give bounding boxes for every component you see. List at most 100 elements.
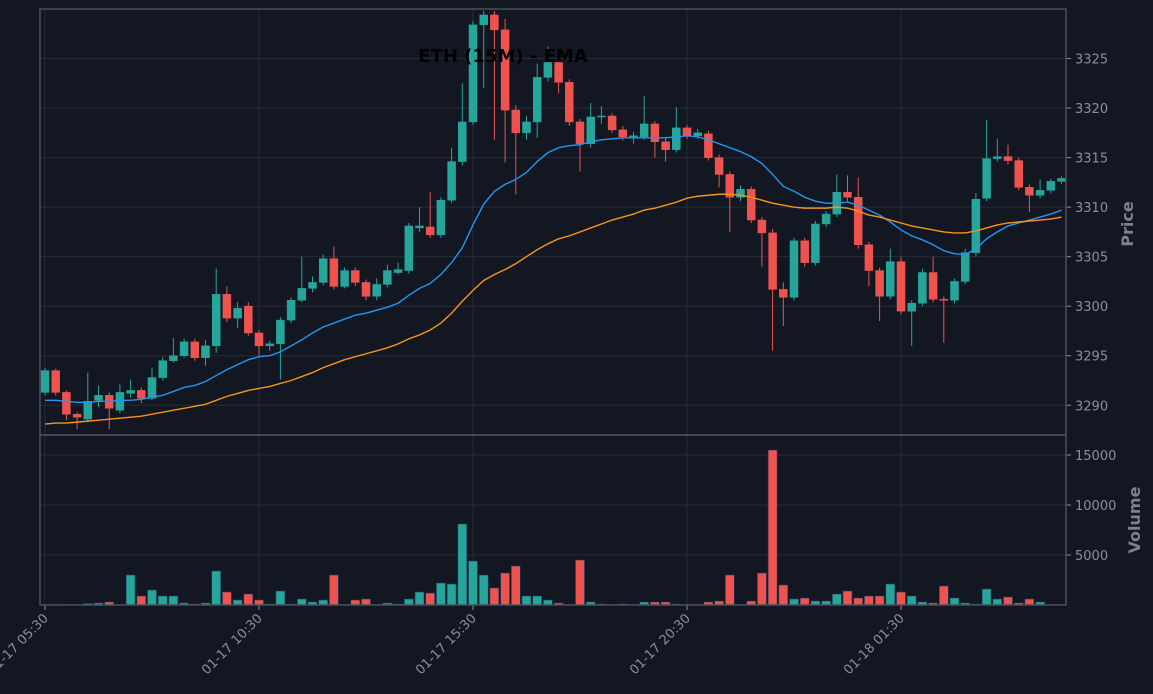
candle-body bbox=[72, 413, 82, 418]
candle-body bbox=[875, 270, 884, 297]
y-tick-label: 3290 bbox=[1075, 399, 1108, 414]
candle-body bbox=[179, 341, 189, 356]
candle-body bbox=[811, 223, 820, 263]
candle-body bbox=[575, 121, 585, 144]
volume-bar bbox=[864, 595, 874, 606]
chart-title: ETH (15M) - EMA bbox=[418, 46, 588, 67]
candle-body bbox=[1003, 156, 1013, 161]
candle-body bbox=[318, 258, 328, 283]
candle-body bbox=[62, 392, 71, 415]
candle-body bbox=[415, 225, 424, 229]
volume-bar bbox=[436, 582, 446, 606]
volume-bar bbox=[168, 595, 179, 606]
candle-body bbox=[650, 123, 660, 143]
volume-bar bbox=[468, 560, 478, 606]
candle-body bbox=[896, 261, 906, 312]
volume-bar bbox=[125, 574, 136, 606]
volume-bar bbox=[243, 593, 254, 606]
marks bbox=[40, 10, 1067, 606]
candle-body bbox=[211, 294, 221, 347]
volume-axis-label: Volume bbox=[1125, 486, 1144, 553]
candle-body bbox=[864, 244, 874, 271]
candle-body bbox=[821, 213, 831, 225]
candle-body bbox=[843, 192, 852, 198]
volume-bar bbox=[575, 559, 585, 606]
candle-body bbox=[1014, 160, 1023, 188]
candle-body bbox=[361, 282, 371, 297]
volume-bar bbox=[222, 591, 232, 606]
candle-body bbox=[126, 390, 135, 394]
candle-body bbox=[907, 302, 916, 312]
candle-body bbox=[800, 240, 809, 263]
candle-body bbox=[607, 115, 617, 131]
candle-body bbox=[565, 82, 574, 123]
candle-body bbox=[40, 370, 50, 393]
candle-body bbox=[158, 360, 167, 378]
candle-body bbox=[693, 132, 702, 137]
candle-body bbox=[115, 392, 125, 411]
volume-bar bbox=[992, 598, 1003, 606]
candle-body bbox=[704, 133, 713, 158]
volume-bar bbox=[361, 598, 371, 606]
volume-bar bbox=[757, 572, 767, 606]
candle-body bbox=[971, 198, 981, 253]
volume-bar bbox=[724, 574, 735, 606]
candle-body bbox=[436, 199, 446, 236]
candle-body bbox=[789, 240, 799, 298]
volume-tick-label: 5000 bbox=[1075, 549, 1108, 564]
candle-body bbox=[757, 219, 767, 234]
candle-body bbox=[661, 141, 670, 150]
candle-body bbox=[447, 161, 456, 201]
volume-bar bbox=[842, 590, 853, 606]
volume-bar bbox=[874, 595, 885, 606]
candle-body bbox=[768, 232, 777, 290]
candle-body bbox=[618, 129, 628, 138]
candle-body bbox=[83, 401, 93, 420]
volume-bar bbox=[521, 595, 532, 606]
volume-bar bbox=[1003, 596, 1013, 606]
ema-line bbox=[44, 193, 1062, 425]
volume-bar bbox=[414, 591, 425, 606]
candle-body bbox=[351, 270, 360, 283]
candle-body bbox=[479, 14, 488, 26]
candle-body bbox=[918, 272, 927, 304]
candle-body bbox=[779, 289, 788, 298]
candle-body bbox=[853, 196, 863, 246]
candle-body bbox=[672, 127, 681, 150]
candle-body bbox=[522, 121, 531, 134]
candle-body bbox=[372, 284, 381, 297]
candle-body bbox=[725, 174, 735, 198]
volume-bar bbox=[500, 572, 510, 606]
candle-body bbox=[329, 258, 339, 287]
candle-body bbox=[190, 341, 200, 358]
candle-body bbox=[425, 226, 435, 236]
volume-bar bbox=[489, 587, 500, 606]
candle-body bbox=[629, 135, 638, 138]
volume-bar bbox=[275, 590, 286, 606]
candle-body bbox=[960, 252, 970, 282]
candle-body bbox=[597, 115, 606, 118]
volume-bar bbox=[296, 598, 307, 606]
candle-body bbox=[458, 121, 467, 162]
candle-body bbox=[736, 189, 745, 198]
volume-bar bbox=[906, 595, 917, 606]
candle-body bbox=[169, 355, 178, 361]
candle-body bbox=[276, 319, 285, 345]
candle-body bbox=[1025, 187, 1034, 196]
candle-body bbox=[1046, 181, 1056, 191]
candle-body bbox=[244, 305, 253, 334]
y-tick-label: 3325 bbox=[1075, 53, 1108, 68]
candle-body bbox=[383, 270, 392, 285]
volume-bar bbox=[981, 588, 992, 606]
y-tick-label: 3305 bbox=[1075, 251, 1108, 266]
candle-body bbox=[511, 109, 521, 134]
volume-bar bbox=[938, 585, 949, 606]
volume-bar bbox=[949, 597, 960, 606]
candle-body bbox=[500, 29, 510, 111]
volume-bar bbox=[853, 597, 864, 606]
volume-bar bbox=[532, 595, 543, 606]
volume-bar bbox=[403, 598, 414, 606]
y-tick-label: 3295 bbox=[1075, 350, 1108, 365]
volume-bar bbox=[157, 595, 168, 606]
candle-body bbox=[714, 157, 724, 175]
